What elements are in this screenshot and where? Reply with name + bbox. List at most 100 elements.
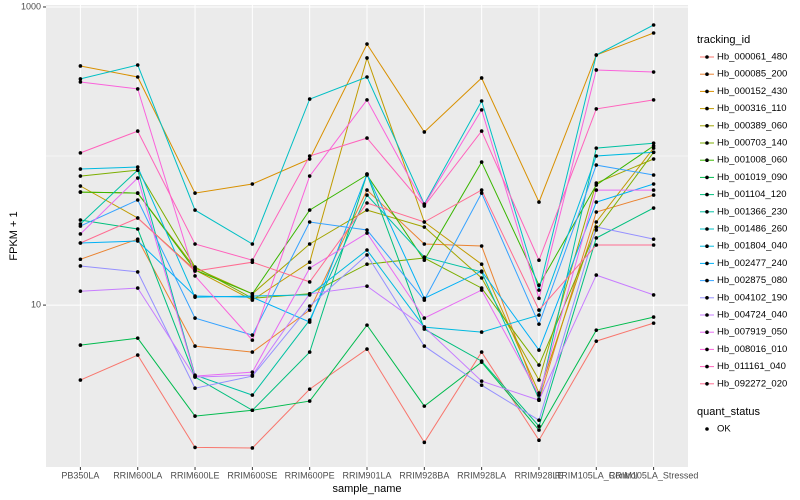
data-point: [78, 64, 83, 68]
legend-label: Hb_092272_020: [717, 378, 787, 389]
legend-key-point: [705, 244, 709, 248]
legend-label: Hb_000085_200: [717, 69, 787, 80]
legend-label: Hb_002477_240: [717, 258, 787, 269]
data-point: [651, 182, 656, 186]
data-point: [537, 424, 541, 429]
data-point: [594, 188, 599, 192]
data-point: [422, 316, 427, 320]
data-point: [250, 370, 255, 374]
data-point: [365, 188, 369, 192]
data-point: [479, 269, 484, 273]
data-point: [422, 404, 427, 408]
legend-key-point: [705, 330, 709, 335]
data-point: [537, 200, 541, 204]
legend-key-point: [705, 124, 709, 128]
x-axis-title: sample_name: [332, 483, 401, 495]
data-point: [193, 265, 197, 269]
data-point: [479, 76, 484, 80]
x-tick-label: RRIM600PE: [285, 470, 335, 480]
data-point: [250, 393, 255, 397]
data-point: [651, 23, 656, 27]
data-point: [479, 160, 484, 164]
legend-label: Hb_001008_060: [717, 155, 787, 166]
data-point: [537, 258, 541, 263]
data-point: [307, 399, 312, 403]
legend-key-point: [705, 313, 709, 317]
data-point: [537, 296, 541, 301]
data-point: [250, 333, 255, 337]
y-tick-label: 1000: [21, 1, 41, 11]
data-point: [422, 242, 427, 246]
data-point: [594, 328, 599, 332]
legend-key-point: [705, 72, 709, 76]
data-point: [537, 418, 541, 422]
legend-label: Hb_000316_110: [717, 103, 787, 114]
legend-label: Hb_001019_090: [717, 172, 787, 183]
data-point: [365, 208, 369, 212]
data-point: [307, 174, 312, 178]
data-point: [78, 224, 83, 228]
data-point: [193, 386, 197, 390]
shape-legend-key: [705, 427, 709, 431]
data-point: [537, 393, 541, 397]
data-point: [537, 398, 541, 403]
data-point: [651, 321, 656, 325]
data-point: [135, 353, 140, 357]
data-point: [365, 98, 369, 102]
legend-key-point: [705, 175, 709, 180]
data-point: [135, 270, 140, 274]
data-point: [365, 231, 369, 235]
data-point: [537, 363, 541, 367]
data-point: [651, 150, 656, 155]
data-point: [365, 347, 369, 351]
data-point: [594, 163, 599, 167]
legend-key-point: [705, 278, 709, 283]
data-point: [651, 173, 656, 177]
legend-label: Hb_004102_190: [717, 292, 787, 303]
data-point: [594, 107, 599, 111]
legend-key-point: [705, 158, 709, 162]
data-point: [651, 243, 656, 247]
data-point: [135, 168, 140, 172]
data-point: [594, 220, 599, 224]
data-point: [135, 198, 140, 202]
data-point: [365, 228, 369, 232]
data-point: [479, 359, 484, 363]
data-point: [78, 257, 83, 262]
data-point: [594, 210, 599, 214]
legend-key-point: [705, 296, 709, 300]
legend-key-point: [705, 141, 709, 145]
data-point: [307, 157, 312, 161]
data-point: [479, 99, 484, 103]
data-point: [250, 260, 255, 264]
data-point: [193, 374, 197, 378]
data-point: [193, 242, 197, 246]
data-point: [135, 336, 140, 340]
data-point: [250, 295, 255, 299]
data-point: [135, 176, 140, 180]
legend-key-point: [705, 347, 709, 352]
data-point: [594, 236, 599, 240]
data-point: [594, 200, 599, 204]
data-point: [193, 294, 197, 298]
data-point: [78, 241, 83, 245]
data-point: [422, 204, 427, 208]
data-point: [193, 269, 197, 273]
data-point: [365, 262, 369, 267]
data-point: [135, 75, 140, 79]
data-point: [365, 253, 369, 257]
data-point: [78, 80, 83, 84]
data-point: [193, 316, 197, 320]
legend-label: Hb_001804_040: [717, 241, 787, 252]
data-point: [479, 330, 484, 334]
data-point: [479, 379, 484, 383]
data-point: [479, 108, 484, 112]
x-tick-label: RRIM901LA: [342, 470, 391, 480]
x-tick-label: RRIM928LE: [514, 470, 563, 480]
data-point: [594, 228, 599, 232]
data-point: [365, 56, 369, 60]
data-point: [135, 216, 140, 220]
data-point: [479, 129, 484, 133]
legend-key-point: [705, 89, 709, 94]
x-tick-label: RRIM928BA: [399, 470, 449, 480]
